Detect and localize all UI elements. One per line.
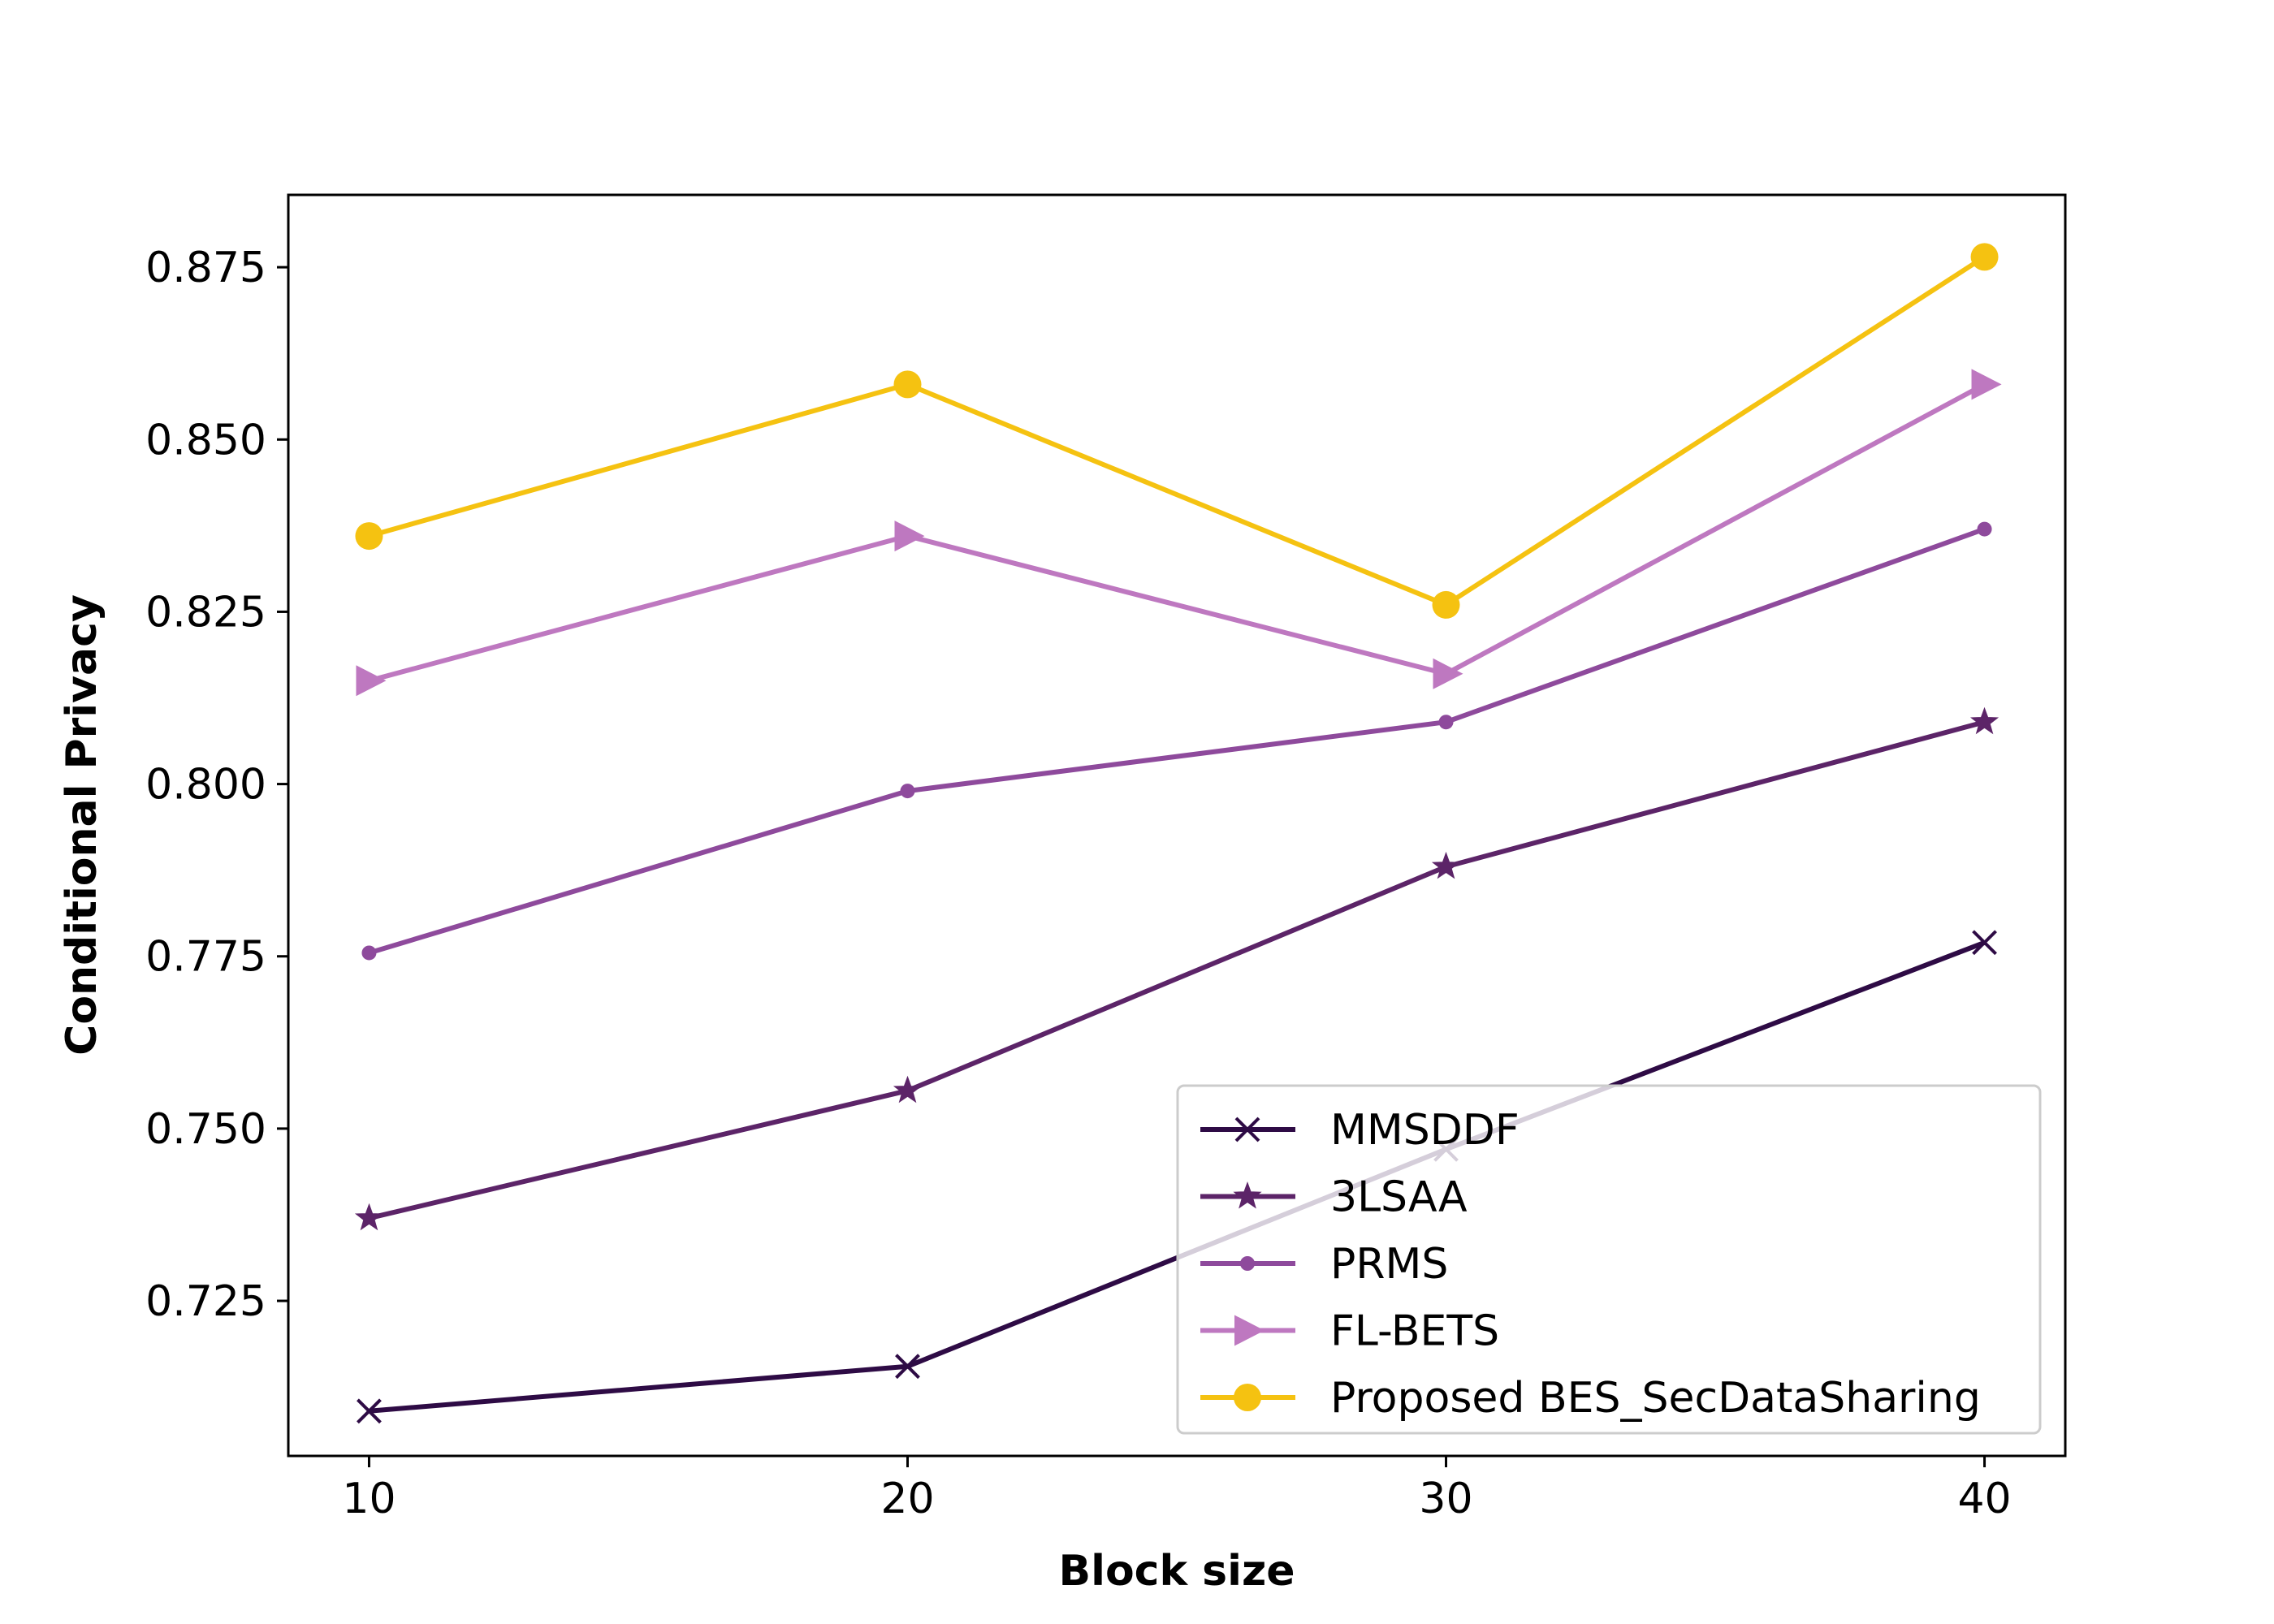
legend-label: FL-BETS xyxy=(1330,1307,1499,1356)
series-proposed-bes-secdatasharing xyxy=(355,243,1999,619)
data-point xyxy=(1438,715,1454,730)
data-point xyxy=(1432,590,1460,619)
legend-item: Proposed BES_SecDataSharing xyxy=(1200,1374,1981,1423)
legend-item: FL-BETS xyxy=(1200,1307,1499,1356)
data-point xyxy=(357,1398,382,1424)
legend: MMSDDF 3LSAA PRMS FL-BETS Proposed BES_SecDa… xyxy=(1176,1084,2042,1435)
data-point xyxy=(1970,706,1999,735)
series-fl-bets xyxy=(356,369,2002,697)
data-point xyxy=(900,784,915,799)
y-tick-label: 0.750 xyxy=(145,1105,266,1154)
data-point xyxy=(893,1075,923,1104)
legend-label: Proposed BES_SecDataSharing xyxy=(1330,1374,1981,1423)
data-point xyxy=(354,1203,383,1231)
data-point xyxy=(355,522,383,551)
data-point xyxy=(1971,369,2002,400)
x-tick-label: 40 xyxy=(1957,1475,2011,1523)
y-tick-label: 0.775 xyxy=(145,933,266,982)
axis-ticks: 10 20 30 40 0.725 0.750 0.775 0.800 0.825 0.850 0.… xyxy=(145,244,2012,1523)
y-axis-label: Conditional Privacy xyxy=(58,594,106,1056)
legend-marker xyxy=(1240,1256,1255,1271)
x-tick-label: 30 xyxy=(1419,1475,1472,1523)
y-tick-label: 0.800 xyxy=(145,761,266,810)
legend-label: 3LSAA xyxy=(1330,1173,1468,1222)
data-point xyxy=(1977,521,1992,537)
legend-box xyxy=(1176,1084,2042,1435)
legend-item: MMSDDF xyxy=(1200,1106,1520,1155)
legend-item: PRMS xyxy=(1200,1240,1448,1289)
series-line xyxy=(368,526,1986,956)
plot-frame xyxy=(287,193,2067,1458)
y-tick-label: 0.725 xyxy=(145,1277,266,1326)
legend-label: MMSDDF xyxy=(1330,1106,1520,1155)
x-axis-label: Block size xyxy=(1058,1547,1295,1596)
legend-item: 3LSAA xyxy=(1200,1173,1468,1222)
data-point xyxy=(1433,658,1463,689)
series-line xyxy=(368,382,1986,684)
y-tick-label: 0.875 xyxy=(145,244,266,292)
data-point xyxy=(894,520,925,552)
series-line xyxy=(368,254,1987,607)
series-3lsaa xyxy=(354,706,1999,1231)
data-point xyxy=(1431,851,1461,879)
legend-marker xyxy=(1234,1116,1260,1142)
data-point xyxy=(361,945,377,961)
y-tick-label: 0.850 xyxy=(145,416,266,464)
y-tick-label: 0.825 xyxy=(145,588,266,637)
x-tick-label: 20 xyxy=(880,1475,934,1523)
legend-marker xyxy=(1234,1315,1265,1346)
data-point xyxy=(1972,930,1997,956)
data-point xyxy=(893,370,922,399)
data-point xyxy=(1970,243,1999,271)
data-point xyxy=(356,665,387,697)
legend-marker xyxy=(1233,1181,1262,1209)
legend-label: PRMS xyxy=(1330,1240,1448,1289)
x-tick-label: 10 xyxy=(342,1475,396,1523)
series-line xyxy=(368,719,1986,1221)
series-prms xyxy=(361,521,1992,961)
legend-marker xyxy=(1234,1384,1261,1411)
data-point xyxy=(895,1354,920,1380)
